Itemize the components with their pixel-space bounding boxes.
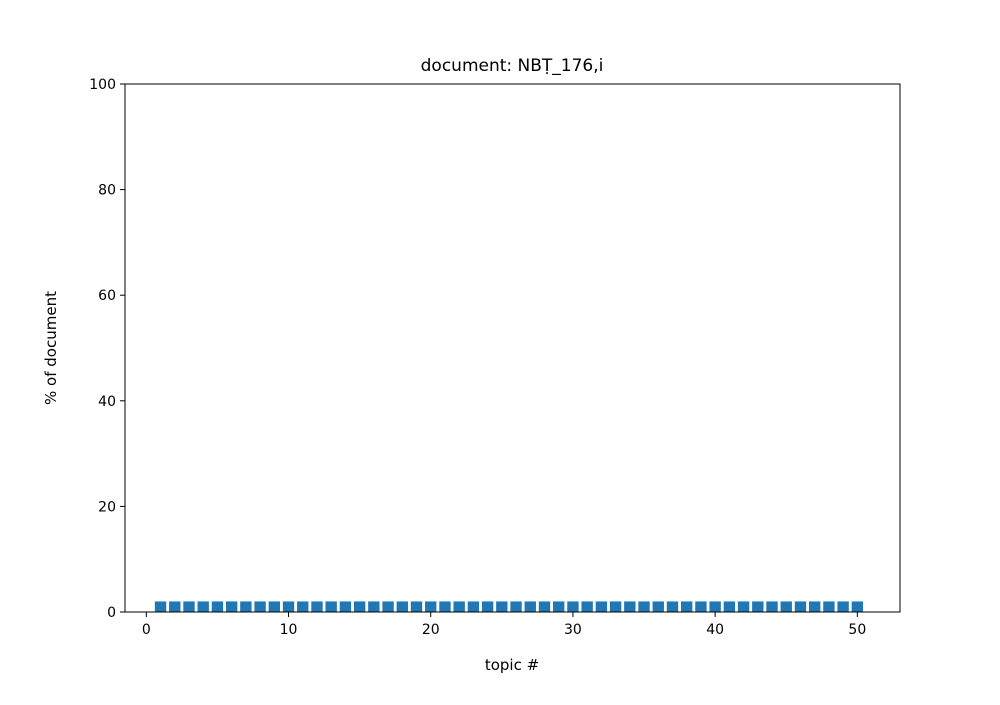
bar-topic-32 (595, 601, 608, 612)
bar-topic-25 (496, 601, 508, 612)
bar-topic-4 (197, 601, 209, 612)
bar-topic-20 (425, 601, 437, 612)
bar-topic-12 (311, 601, 323, 612)
bar-topic-28 (538, 601, 551, 612)
bar-topic-10 (282, 601, 295, 612)
bar-topic-34 (624, 601, 636, 612)
bar-topic-24 (481, 601, 494, 612)
bar-topic-21 (439, 601, 451, 612)
bar-topic-47 (808, 601, 821, 612)
bar-topic-7 (240, 601, 252, 612)
y-tick-label: 60 (98, 288, 116, 304)
bar-topic-1 (154, 601, 167, 612)
bar-topic-37 (666, 601, 679, 612)
bar-topic-17 (382, 601, 394, 612)
x-tick-label: 20 (422, 622, 440, 638)
bar-topic-6 (225, 601, 238, 612)
bar-topic-44 (766, 601, 778, 612)
y-tick-label: 80 (98, 183, 116, 199)
bar-topic-2 (169, 601, 181, 612)
bar-topic-18 (396, 601, 408, 612)
bar-topic-23 (467, 601, 480, 612)
bar-topic-3 (183, 601, 195, 612)
y-axis: 0 20 40 60 80 100 (89, 77, 125, 621)
chart-title: document: NBṬ_176,i (421, 56, 604, 76)
y-tick-label: 40 (98, 394, 116, 410)
bar-topic-38 (681, 601, 693, 612)
bars-group (154, 601, 864, 612)
bar-topic-8 (254, 601, 266, 612)
bar-topic-39 (695, 601, 707, 612)
bar-topic-19 (410, 601, 423, 612)
bar-topic-50 (851, 601, 864, 612)
x-axis-label: topic # (485, 656, 539, 674)
bar-topic-46 (794, 601, 807, 612)
bar-topic-9 (268, 601, 280, 612)
x-tick-label: 30 (564, 622, 582, 638)
bar-topic-14 (339, 601, 352, 612)
bar-topic-31 (581, 601, 593, 612)
x-tick-label: 0 (142, 622, 151, 638)
y-tick-label: 20 (98, 499, 116, 515)
bar-topic-49 (837, 601, 849, 612)
bar-topic-16 (368, 601, 380, 612)
bar-topic-40 (709, 601, 721, 612)
y-tick-label: 100 (89, 77, 116, 93)
bar-topic-41 (723, 601, 736, 612)
bar-topic-27 (524, 601, 536, 612)
x-tick-label: 10 (280, 622, 298, 638)
bar-topic-36 (652, 601, 664, 612)
plot-frame (124, 83, 901, 613)
bar-topic-11 (297, 601, 309, 612)
y-axis-label: % of document (42, 291, 60, 405)
bar-topic-15 (353, 601, 366, 612)
bar-topic-42 (737, 601, 750, 612)
x-tick-label: 40 (706, 622, 724, 638)
bar-topic-35 (638, 601, 650, 612)
bar-topic-48 (823, 601, 835, 612)
y-tick-label: 0 (107, 605, 116, 621)
bar-topic-26 (510, 601, 522, 612)
bar-topic-5 (211, 601, 224, 612)
bar-topic-22 (453, 601, 465, 612)
bar-topic-43 (752, 601, 764, 612)
x-axis: 0 10 20 30 40 50 (142, 612, 866, 638)
x-tick-label: 50 (848, 622, 866, 638)
bar-topic-33 (609, 601, 622, 612)
bar-topic-29 (553, 601, 565, 612)
bar-topic-45 (780, 601, 792, 612)
bar-topic-30 (567, 601, 579, 612)
bar-topic-13 (325, 601, 337, 612)
